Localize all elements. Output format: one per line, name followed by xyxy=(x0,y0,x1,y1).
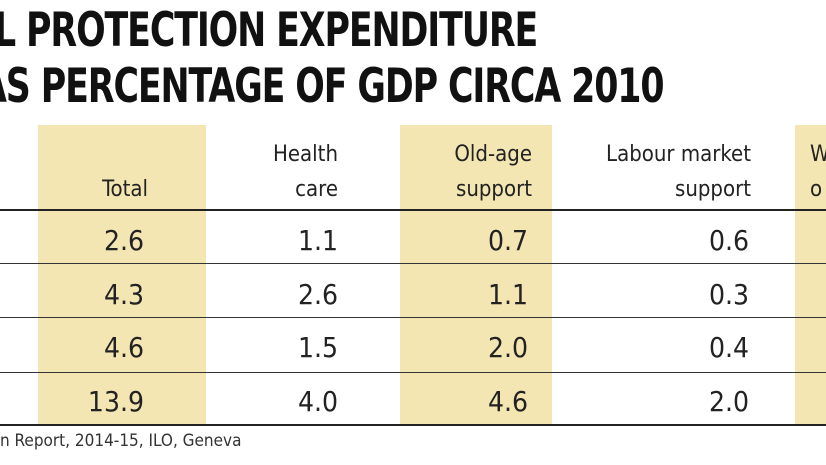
cell-labour: 0.4 xyxy=(708,331,749,364)
old-age-column-highlight xyxy=(400,125,552,425)
header-old-age-support: Old-age support xyxy=(454,142,532,202)
row-divider xyxy=(0,317,826,318)
cell-total: 4.3 xyxy=(103,278,144,311)
header-health-care: Health care xyxy=(272,142,338,202)
cell-health: 1.1 xyxy=(297,224,338,257)
header-rule xyxy=(0,209,826,211)
bottom-rule xyxy=(0,424,826,426)
header-labour-market-support: Labour market support xyxy=(606,142,751,202)
cell-oldage: 2.0 xyxy=(487,331,528,364)
cell-total: 13.9 xyxy=(87,385,144,418)
cell-oldage: 0.7 xyxy=(487,224,528,257)
row-divider xyxy=(0,263,826,264)
chart-title-line-2: AS PERCENTAGE OF GDP CIRCA 2010 xyxy=(0,59,665,114)
partial-column-highlight xyxy=(795,125,826,425)
chart-title-line-1: L PROTECTION EXPENDITURE xyxy=(0,3,538,58)
cell-health: 4.0 xyxy=(297,385,338,418)
cell-total: 2.6 xyxy=(103,224,144,257)
cell-total: 4.6 xyxy=(103,331,144,364)
cell-oldage: 4.6 xyxy=(487,385,528,418)
cell-oldage: 1.1 xyxy=(487,278,528,311)
row-divider xyxy=(0,372,826,373)
cell-labour: 2.0 xyxy=(708,385,749,418)
cell-health: 2.6 xyxy=(297,278,338,311)
header-partial-column: W o xyxy=(810,142,826,202)
header-total: Total xyxy=(102,177,148,202)
cell-labour: 0.6 xyxy=(708,224,749,257)
source-note: n Report, 2014-15, ILO, Geneva xyxy=(0,431,242,451)
total-column-highlight xyxy=(38,125,206,425)
cell-health: 1.5 xyxy=(297,331,338,364)
cell-labour: 0.3 xyxy=(708,278,749,311)
